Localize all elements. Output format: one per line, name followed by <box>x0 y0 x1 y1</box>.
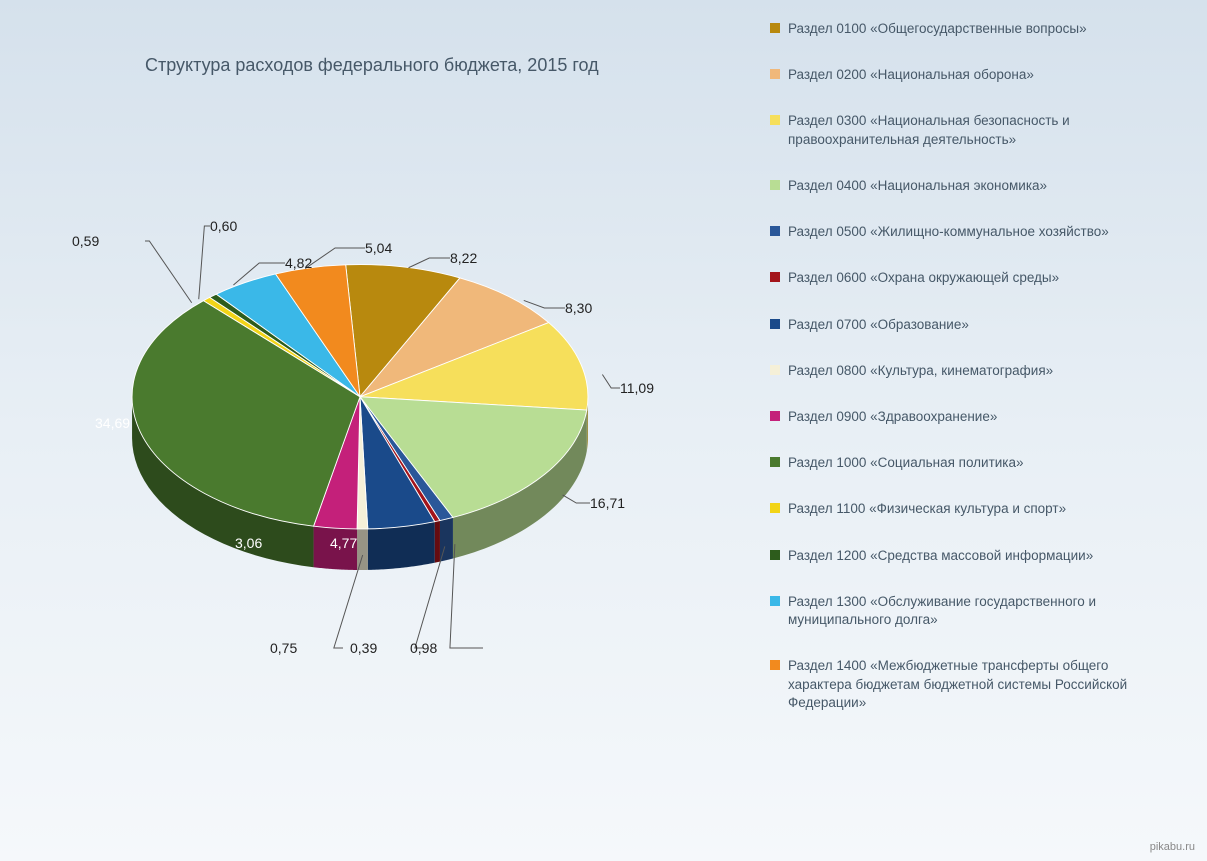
slice-value-label: 0,59 <box>72 233 99 249</box>
legend-label: Раздел 1300 «Обслуживание государственно… <box>788 593 1168 629</box>
legend-swatch <box>770 365 780 375</box>
slice-value-label: 0,75 <box>270 640 297 656</box>
legend-item: Раздел 0800 «Культура, кинематография» <box>770 362 1190 380</box>
legend-item: Раздел 0100 «Общегосударственные вопросы… <box>770 20 1190 38</box>
pie-slice-side <box>440 517 453 561</box>
slice-value-label: 0,60 <box>210 218 237 234</box>
legend-label: Раздел 0300 «Национальная безопасность и… <box>788 112 1168 148</box>
legend-swatch <box>770 23 780 33</box>
legend-item: Раздел 1400 «Межбюджетные трансферты общ… <box>770 657 1190 712</box>
legend-item: Раздел 0700 «Образование» <box>770 316 1190 334</box>
legend-label: Раздел 0900 «Здравоохранение» <box>788 408 997 426</box>
slice-value-label: 4,82 <box>285 255 312 271</box>
slice-value-label: 16,71 <box>590 495 625 511</box>
slice-value-label: 8,22 <box>450 250 477 266</box>
legend-swatch <box>770 503 780 513</box>
pie-chart: 8,22 8,30 11,09 16,71 0,98 0,39 4,77 0,75 3,06 34… <box>30 200 730 700</box>
legend-item: Раздел 0200 «Национальная оборона» <box>770 66 1190 84</box>
slice-value-label: 8,30 <box>565 300 592 316</box>
legend-label: Раздел 0600 «Охрана окружающей среды» <box>788 269 1059 287</box>
legend-label: Раздел 0800 «Культура, кинематография» <box>788 362 1053 380</box>
legend-label: Раздел 1200 «Средства массовой информаци… <box>788 547 1093 565</box>
legend-label: Раздел 1400 «Межбюджетные трансферты общ… <box>788 657 1168 712</box>
legend-label: Раздел 0400 «Национальная экономика» <box>788 177 1047 195</box>
pie-svg <box>100 260 620 570</box>
legend-item: Раздел 1300 «Обслуживание государственно… <box>770 593 1190 629</box>
slice-value-label: 11,09 <box>620 380 654 396</box>
slice-value-label: 5,04 <box>365 240 392 256</box>
slice-value-label: 34,69 <box>95 415 130 431</box>
pie-slice-side <box>435 521 440 563</box>
legend-item: Раздел 1200 «Средства массовой информаци… <box>770 547 1190 565</box>
slice-value-label: 4,77 <box>330 535 357 551</box>
legend-swatch <box>770 69 780 79</box>
legend-label: Раздел 0100 «Общегосударственные вопросы… <box>788 20 1087 38</box>
legend-item: Раздел 0500 «Жилищно-коммунальное хозяйс… <box>770 223 1190 241</box>
legend-item: Раздел 0900 «Здравоохранение» <box>770 408 1190 426</box>
legend-swatch <box>770 660 780 670</box>
legend-item: Раздел 0400 «Национальная экономика» <box>770 177 1190 195</box>
legend-item: Раздел 0300 «Национальная безопасность и… <box>770 112 1190 148</box>
slice-value-label: 0,98 <box>410 640 437 656</box>
legend-item: Раздел 1100 «Физическая культура и спорт… <box>770 500 1190 518</box>
legend-swatch <box>770 550 780 560</box>
legend-swatch <box>770 180 780 190</box>
chart-title: Структура расходов федерального бюджета,… <box>145 55 599 76</box>
legend-swatch <box>770 596 780 606</box>
watermark: pikabu.ru <box>1150 841 1195 853</box>
legend-item: Раздел 0600 «Охрана окружающей среды» <box>770 269 1190 287</box>
legend-swatch <box>770 319 780 329</box>
pie-slice-side <box>357 529 368 570</box>
legend-swatch <box>770 226 780 236</box>
legend-label: Раздел 0500 «Жилищно-коммунальное хозяйс… <box>788 223 1109 241</box>
legend-label: Раздел 1100 «Физическая культура и спорт… <box>788 500 1066 518</box>
legend-swatch <box>770 272 780 282</box>
slice-value-label: 0,39 <box>350 640 377 656</box>
legend-label: Раздел 0200 «Национальная оборона» <box>788 66 1034 84</box>
legend-label: Раздел 0700 «Образование» <box>788 316 969 334</box>
legend-item: Раздел 1000 «Социальная политика» <box>770 454 1190 472</box>
legend-swatch <box>770 457 780 467</box>
legend: Раздел 0100 «Общегосударственные вопросы… <box>770 20 1190 740</box>
legend-swatch <box>770 115 780 125</box>
slice-value-label: 3,06 <box>235 535 262 551</box>
legend-label: Раздел 1000 «Социальная политика» <box>788 454 1024 472</box>
legend-swatch <box>770 411 780 421</box>
